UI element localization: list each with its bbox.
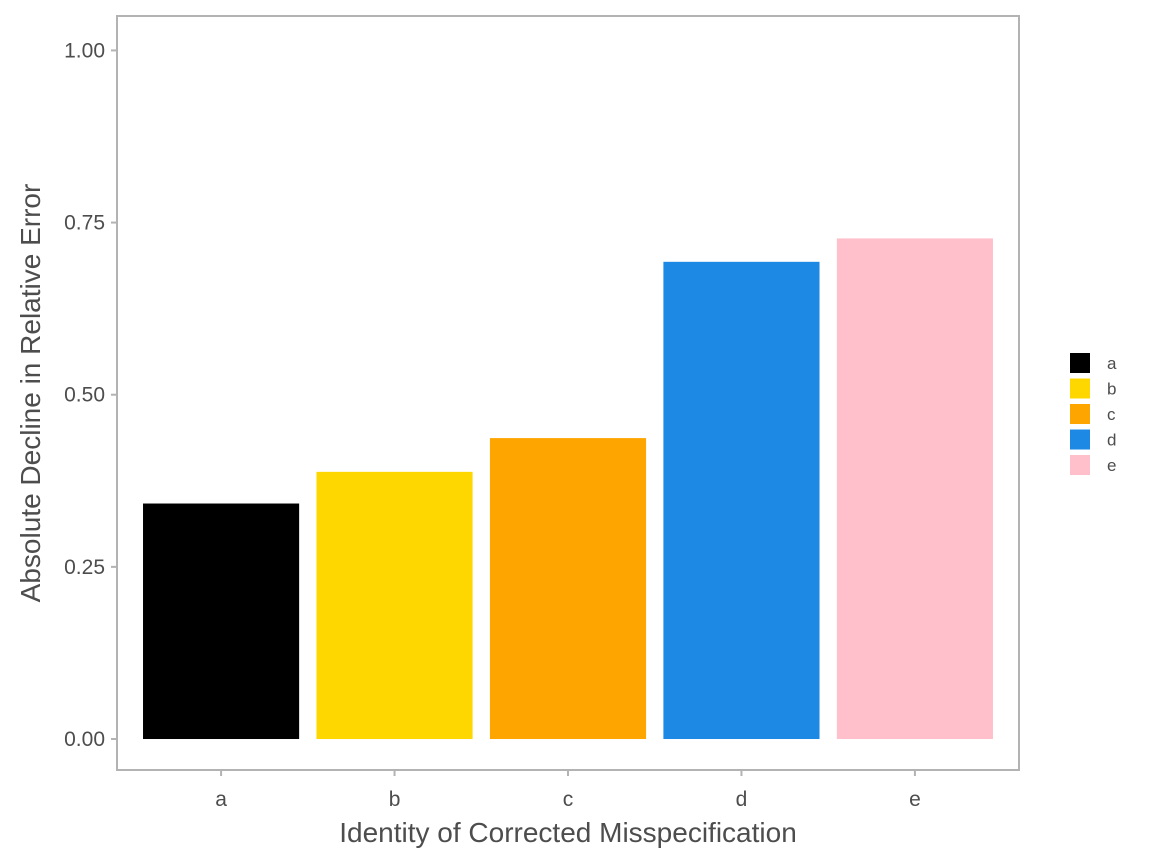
bar-a <box>143 503 300 740</box>
bars-group <box>143 238 993 740</box>
legend-key-c <box>1070 404 1090 424</box>
legend-key-a <box>1070 353 1090 373</box>
y-tick-label: 1.00 <box>64 39 105 62</box>
x-axis: a b c d e <box>215 770 921 811</box>
legend-label-d: d <box>1107 431 1116 450</box>
x-tick-label: d <box>736 788 748 811</box>
bar-b <box>316 471 473 740</box>
y-axis: 0.00 0.25 0.50 0.75 1.00 <box>64 39 117 751</box>
bar-c <box>489 438 647 740</box>
legend-label-b: b <box>1107 380 1116 399</box>
x-tick-label: a <box>215 788 227 811</box>
y-tick-label: 0.75 <box>64 212 105 235</box>
legend-label-c: c <box>1107 405 1116 424</box>
legend-key-d <box>1070 429 1090 450</box>
legend-key-e <box>1070 455 1090 475</box>
legend-label-a: a <box>1107 354 1117 373</box>
x-axis-title: Identity of Corrected Misspecification <box>339 817 797 848</box>
x-tick-label: e <box>909 788 921 811</box>
bar-d <box>663 261 820 740</box>
y-tick-label: 0.50 <box>64 384 105 407</box>
y-tick-label: 0.00 <box>64 728 105 751</box>
x-tick-label: b <box>389 788 401 811</box>
y-axis-title: Absolute Decline in Relative Error <box>15 184 46 603</box>
x-tick-label: c <box>563 788 574 811</box>
y-tick-label: 0.25 <box>64 556 105 579</box>
legend-label-e: e <box>1107 456 1116 475</box>
legend-key-b <box>1070 378 1090 399</box>
bar-e <box>836 238 993 740</box>
